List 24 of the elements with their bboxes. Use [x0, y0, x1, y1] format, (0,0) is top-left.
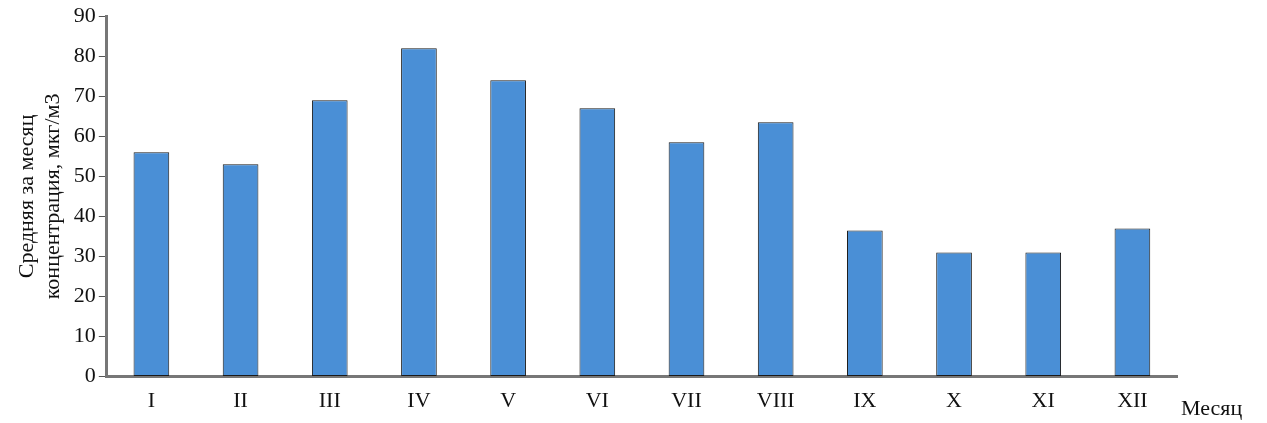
y-axis-title: Средняя за месяц концентрация, мкг/м3 [12, 93, 65, 300]
x-tick-label: XII [1117, 386, 1148, 412]
x-tick-label: VI [585, 386, 609, 412]
x-axis-title: Месяц [1181, 395, 1243, 421]
x-tick-label: X [946, 386, 963, 412]
x-tick-label: XI [1031, 386, 1055, 412]
y-tick-label: 40 [73, 202, 96, 228]
x-tick-label: V [500, 386, 517, 412]
y-tick-label: 70 [73, 82, 96, 108]
y-tick-label: 20 [73, 282, 96, 308]
x-tick-label: IX [853, 386, 877, 412]
y-tick-label: 60 [73, 122, 96, 148]
y-tick-label: 30 [73, 242, 96, 268]
y-tick-label: 90 [73, 1, 96, 27]
y-tick-label: 50 [73, 162, 96, 188]
x-tick-label: III [318, 386, 341, 412]
y-tick-label: 10 [73, 322, 96, 348]
x-tick-label: I [147, 386, 156, 412]
y-tick-label: 80 [73, 42, 96, 68]
x-tick-label: VIII [756, 386, 795, 412]
x-tick-label: IV [407, 386, 431, 412]
x-tick-label: II [233, 386, 248, 412]
x-tick-label: VII [671, 386, 702, 412]
y-tick-label: 0 [84, 362, 96, 388]
